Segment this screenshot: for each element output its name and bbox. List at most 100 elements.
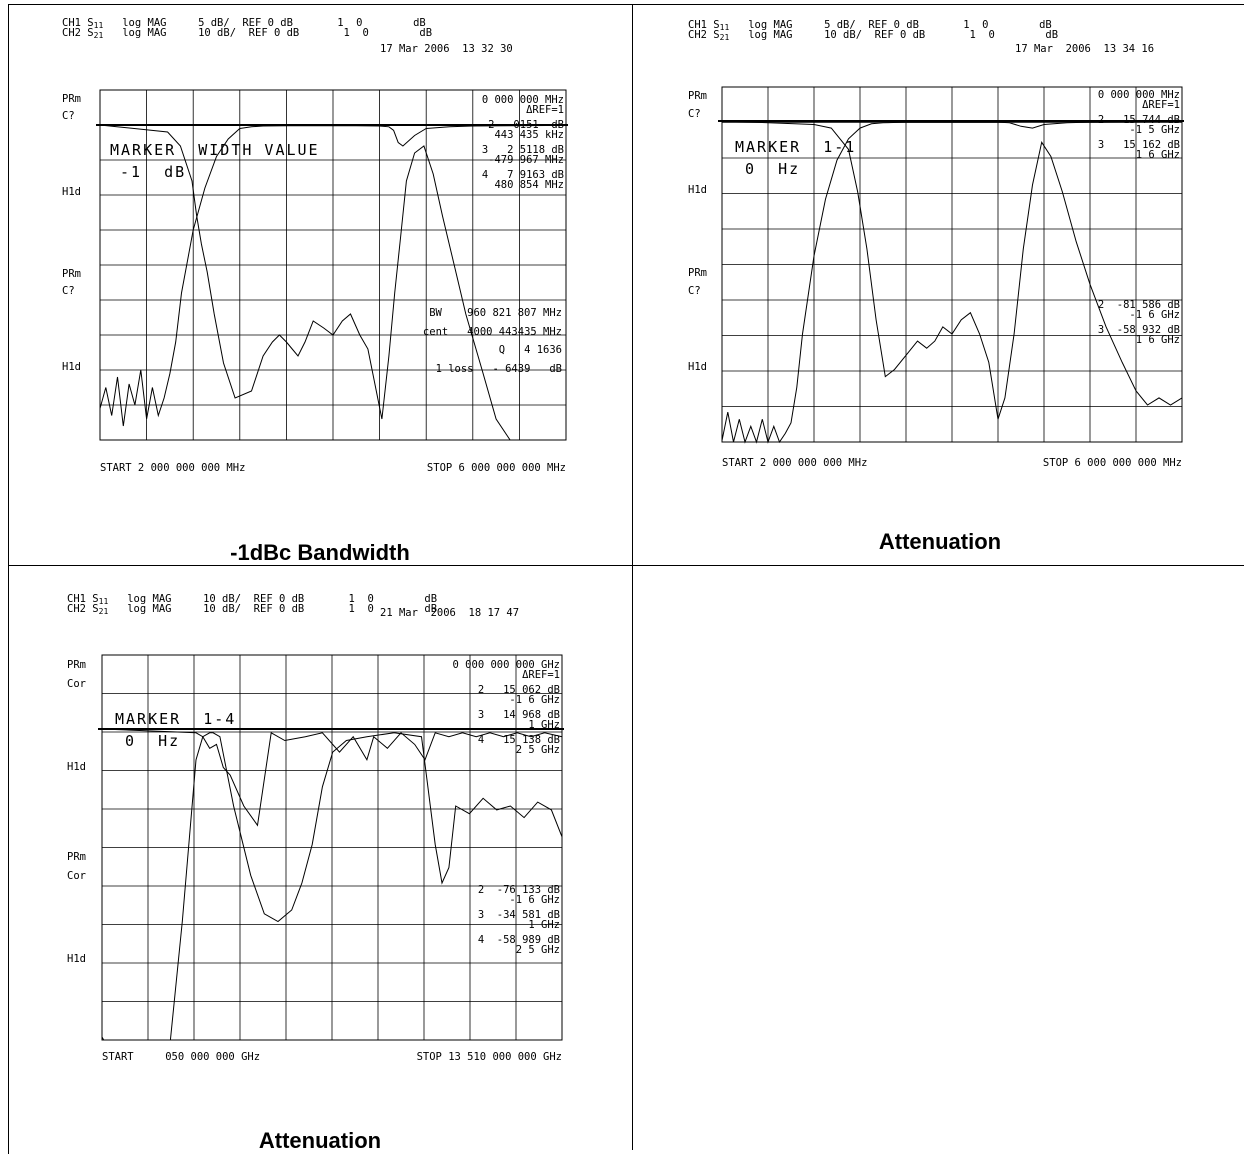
status-label-cor: Cor [67, 870, 86, 883]
channel-header-2: CH2 S21 log MAG 10 dB/ REF 0 dB 1 0 dB [688, 30, 1058, 42]
header-sub: 11 [93, 21, 104, 30]
marker-readout-4: 3 2 5118 dB [481, 144, 564, 156]
marker-readout-7: 2 5 GHz [515, 743, 560, 756]
marker-readout-5: 1 6 GHz [1135, 148, 1180, 161]
marker-readout-3: 443 435 kHz [494, 128, 564, 141]
header-ref: REF 0 dB [248, 27, 344, 39]
marker-readout-3: -1 6 GHz [509, 693, 560, 706]
header-val: 0 [356, 17, 414, 29]
header-mk: 1 [963, 19, 983, 31]
timestamp-text: 21 Mar 2006 18 17 47 [380, 607, 520, 619]
status-label-h1d: H1d [67, 760, 86, 773]
status-label-prm: PRm [67, 851, 86, 864]
stats-readout-3: 1 loss - 6439 dB [435, 362, 562, 375]
marker-readout-2: 2 15 062 dB [477, 684, 560, 696]
header-unit: dB [419, 27, 433, 39]
channel-header-2: CH2 S21 log MAG 10 dB/ REF 0 dB 1 0 dB [67, 604, 437, 616]
caption-bandwidth: -1dBc Bandwidth [230, 540, 410, 565]
header-ref: REF 0 dB [253, 603, 349, 615]
marker-mode-text: MARKER 1-4 [115, 710, 237, 728]
marker-value-text: -1 dB [120, 163, 187, 181]
status-label-h1d: H1d [62, 360, 81, 373]
stop-frequency: STOP 6 000 000 000 MHz [426, 462, 566, 474]
header-sub: 21 [719, 33, 730, 42]
header-fmt: log MAG [729, 29, 825, 41]
header-scale: 10 dB/ [203, 593, 254, 605]
header-param: S [87, 17, 94, 29]
header-mk: 1 [337, 17, 357, 29]
header-fmt: log MAG [108, 603, 204, 615]
header-ref: REF 0 dB [253, 593, 349, 605]
header-scale: 5 dB/ [198, 17, 243, 29]
header-mk: 1 [969, 29, 989, 41]
marker-mode-text: MARKER 1-1 [735, 138, 857, 156]
stats-readout-0: BW 960 821 807 MHz [429, 307, 562, 319]
lower-readout-0: 2 -81 586 dB [1097, 299, 1180, 311]
trace-s21 [99, 124, 567, 427]
channel-header-1: CH1 S11 log MAG 5 dB/ REF 0 dB 1 0 dB [688, 20, 1052, 32]
table-row-divider [8, 565, 1244, 566]
timestamp-text: 17 Mar 2006 13 34 16 [1015, 43, 1155, 55]
header-unit: dB [424, 603, 438, 615]
timestamp-text: 17 Mar 2006 13 32 30 [380, 43, 513, 55]
marker-readout-3: -1 5 GHz [1129, 123, 1180, 136]
header-unit: dB [1039, 19, 1052, 31]
status-label-prm: PRm [688, 89, 707, 102]
trace-s11 [99, 124, 566, 441]
header-fmt: log MAG [729, 19, 825, 31]
channel-header-1: CH1 S11 log MAG 5 dB/ REF 0 dB 1 0 dB [62, 18, 426, 30]
header-val: 0 [367, 593, 425, 605]
lower-readout-3: 1 GHz [528, 918, 560, 931]
lower-readout-2: 3 -58 932 dB [1097, 324, 1180, 336]
status-label-cx: C? [688, 107, 701, 120]
marker-readout-1: ΔREF=1 [526, 103, 564, 116]
lower-readout-1: -1 6 GHz [1129, 308, 1180, 321]
trace-s11 [721, 120, 1183, 420]
status-label-h1d: H1d [62, 185, 81, 198]
trace-s11 [101, 728, 563, 827]
marker-readout-5: 1 GHz [528, 718, 560, 731]
marker-value-text: 0 Hz [125, 732, 181, 750]
marker-readout-0: 0 000 000 MHz [481, 94, 564, 106]
header-unit: dB [424, 593, 438, 605]
header-param: S [87, 27, 94, 39]
header-sub: 11 [719, 23, 730, 32]
marker-mode-text: MARKER WIDTH VALUE [110, 141, 320, 159]
header-scale: 5 dB/ [824, 19, 869, 31]
status-label-cx: C? [62, 110, 75, 123]
status-label-prm: PRm [62, 92, 81, 105]
header-param: S [92, 593, 99, 605]
marker-readout-6: 4 15 138 dB [477, 734, 560, 746]
channel-header-2: CH2 S21 log MAG 10 dB/ REF 0 dB 1 0 dB [62, 28, 432, 40]
status-label-prm: PRm [62, 267, 81, 280]
marker-readout-7: 480 854 MHz [494, 178, 564, 191]
header-ref: REF 0 dB [242, 17, 338, 29]
status-label-h1d: H1d [67, 953, 86, 966]
header-ch: CH2 [67, 603, 93, 615]
plot-area [96, 89, 568, 441]
marker-readout-1: ΔREF=1 [1142, 98, 1180, 111]
marker-readout-4: 3 14 968 dB [477, 709, 560, 721]
header-unit: dB [1045, 29, 1059, 41]
header-val: 0 [367, 603, 425, 615]
stats-readout-2: Q 4 1636 [498, 344, 562, 356]
status-label-h1d: H1d [688, 183, 707, 196]
marker-readout-2: 2 15 744 dB [1097, 114, 1180, 126]
header-sub: 11 [98, 597, 109, 606]
trace-s21 [101, 732, 563, 1041]
header-sub: 21 [93, 31, 104, 40]
header-ch: CH2 [62, 27, 88, 39]
header-mk: 1 [343, 27, 363, 39]
header-param: S [713, 29, 720, 41]
status-label-h1d: H1d [688, 361, 707, 374]
table-column-divider [632, 4, 633, 1150]
start-frequency: START 2 000 000 000 MHz [722, 457, 868, 469]
status-label-cor: Cor [67, 677, 86, 690]
stop-frequency: STOP 6 000 000 000 MHz [1042, 457, 1182, 469]
lower-readout-1: -1 6 GHz [509, 893, 560, 906]
header-scale: 10 dB/ [198, 27, 249, 39]
header-val: 0 [982, 19, 1040, 31]
header-fmt: log MAG [103, 27, 199, 39]
header-sub: 21 [98, 607, 109, 616]
header-val: 0 [362, 27, 420, 39]
